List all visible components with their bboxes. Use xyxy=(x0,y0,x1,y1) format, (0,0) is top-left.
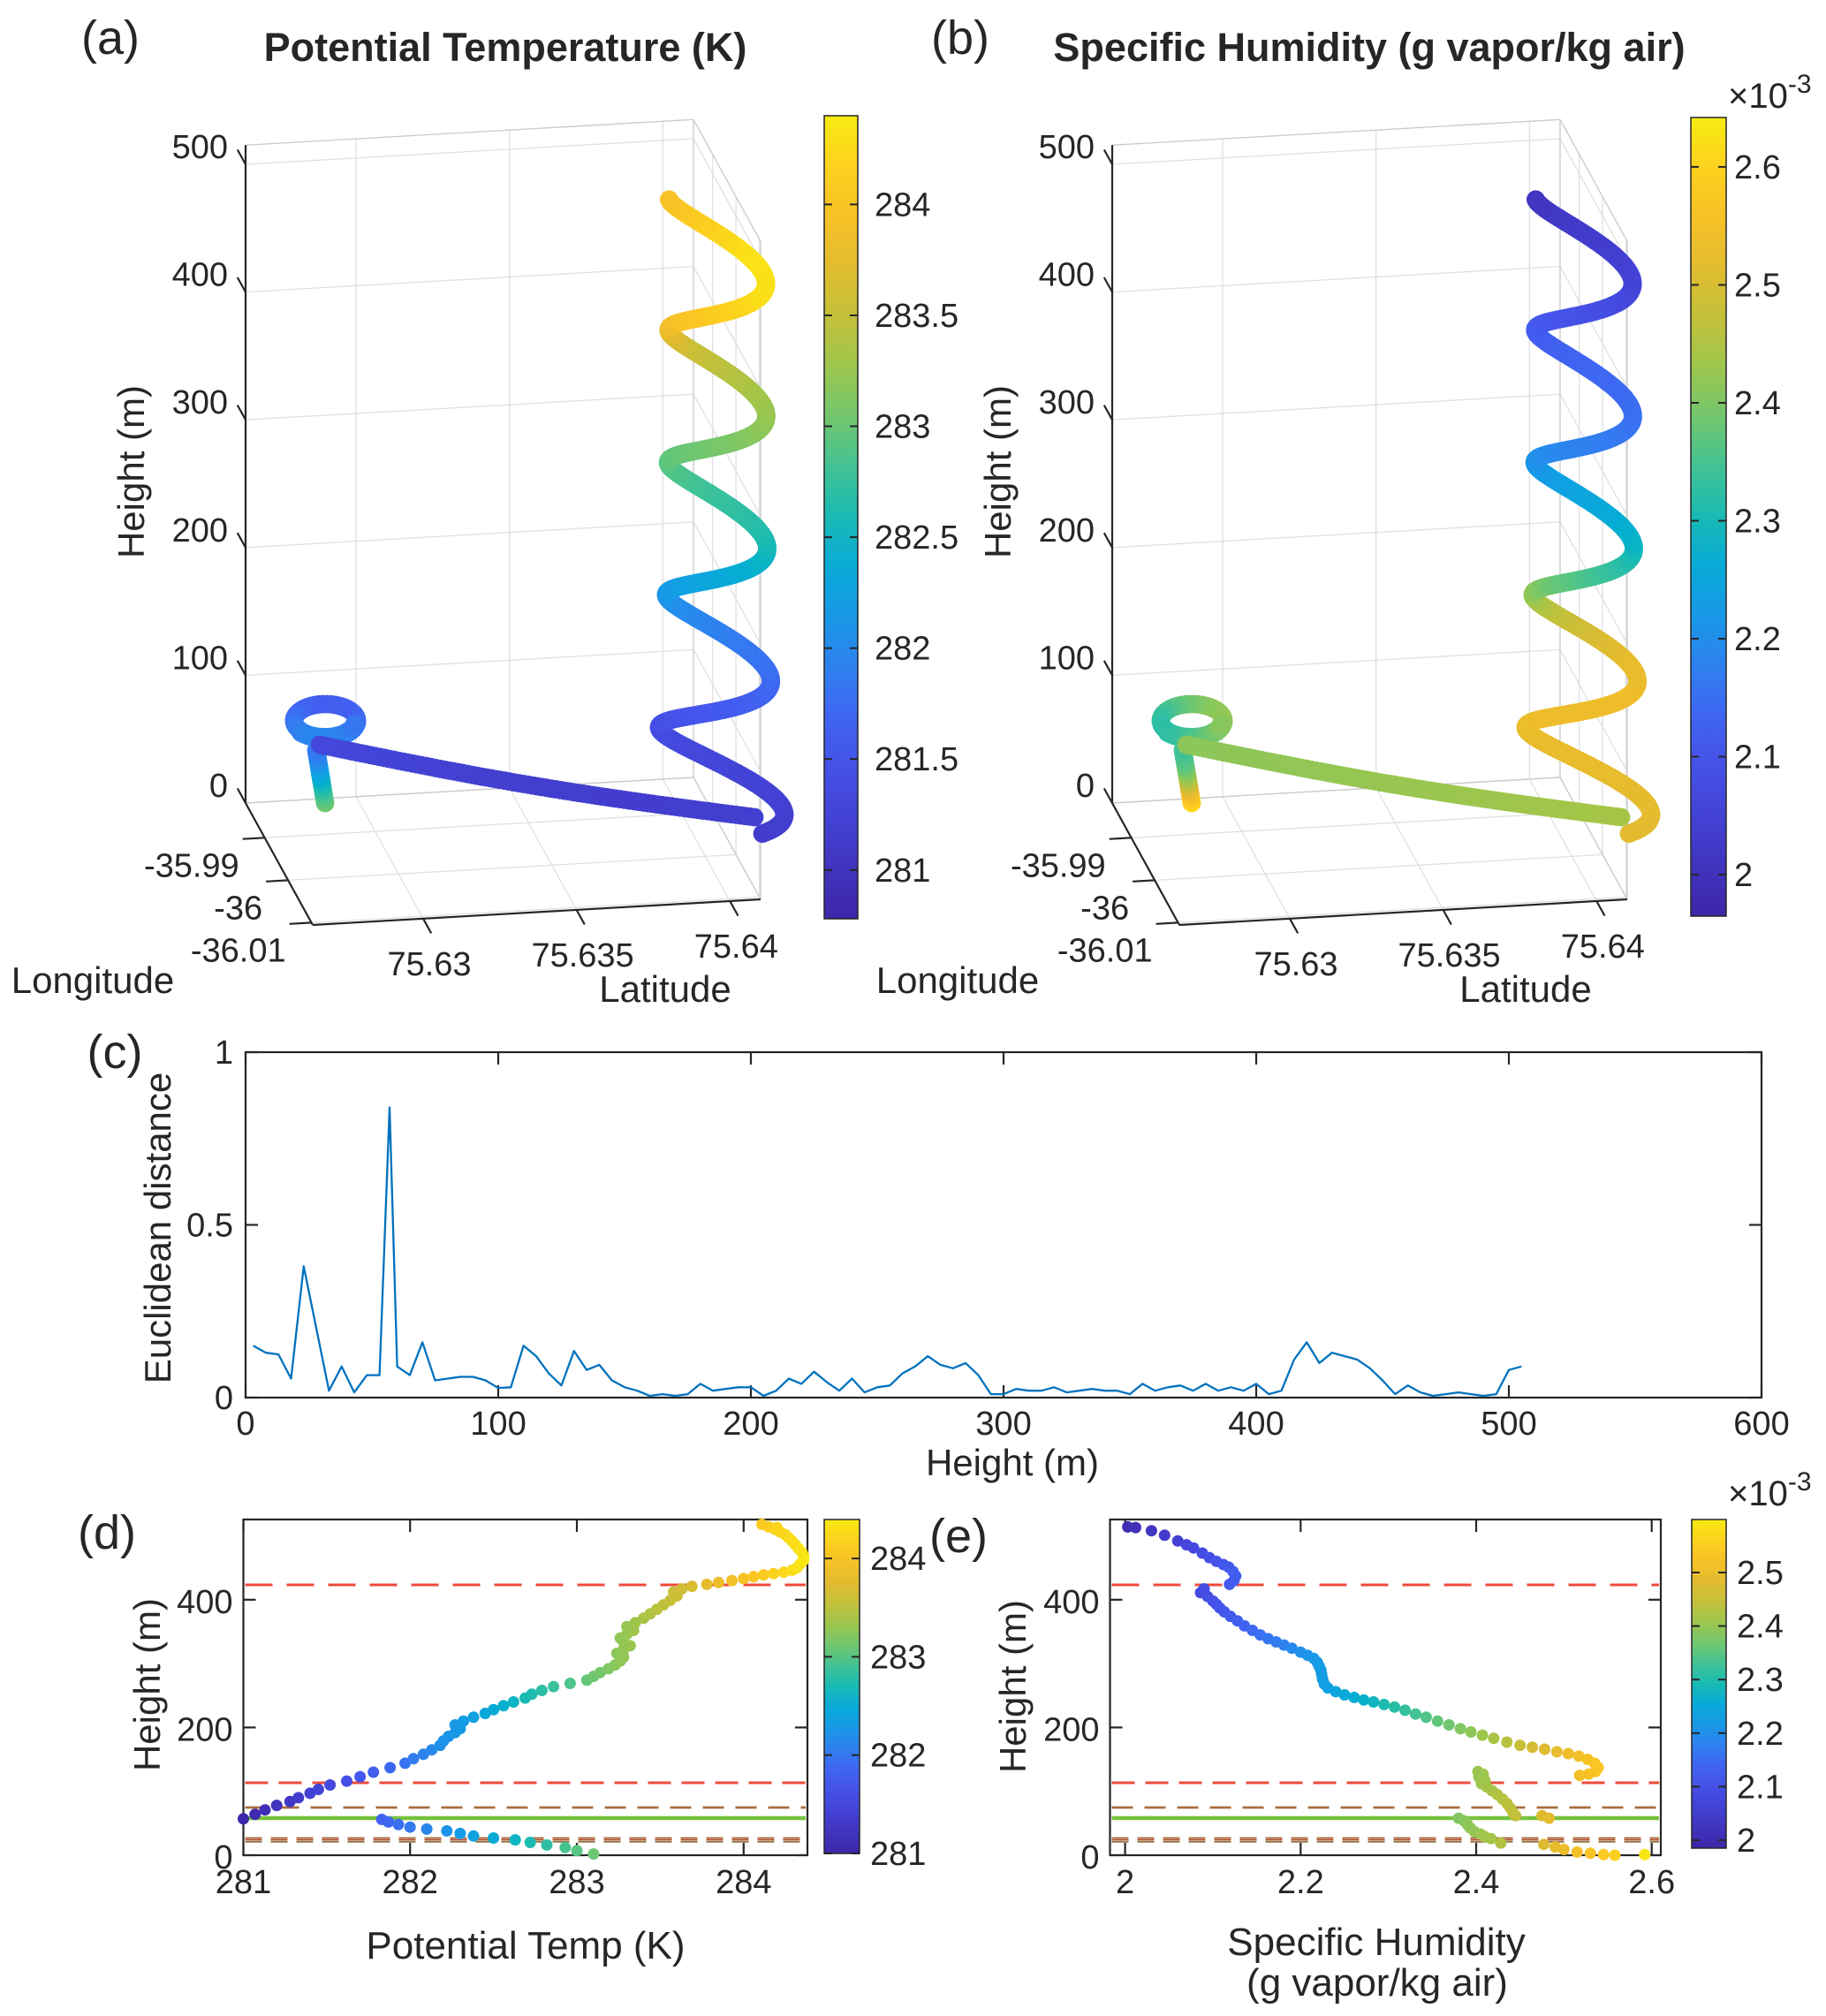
svg-text:284: 284 xyxy=(716,1864,771,1901)
svg-text:2.1: 2.1 xyxy=(1737,1769,1784,1806)
svg-text:75.64: 75.64 xyxy=(1561,928,1645,966)
svg-text:2.5: 2.5 xyxy=(1734,268,1781,305)
svg-text:Longitude: Longitude xyxy=(11,959,175,1001)
svg-text:-36: -36 xyxy=(1080,890,1129,927)
svg-text:2.5: 2.5 xyxy=(1737,1555,1784,1592)
svg-text:(d): (d) xyxy=(78,1506,136,1559)
svg-text:0: 0 xyxy=(1080,1839,1099,1876)
svg-text:283: 283 xyxy=(875,409,930,446)
svg-text:Longitude: Longitude xyxy=(876,959,1040,1001)
svg-text:2.1: 2.1 xyxy=(1734,739,1781,777)
svg-text:0: 0 xyxy=(214,1839,232,1876)
svg-text:2.2: 2.2 xyxy=(1734,621,1781,658)
svg-text:×10-3: ×10-3 xyxy=(1728,1467,1812,1513)
svg-text:281: 281 xyxy=(875,853,930,890)
svg-text:2.6: 2.6 xyxy=(1734,149,1781,186)
svg-text:2: 2 xyxy=(1734,857,1753,894)
svg-text:100: 100 xyxy=(470,1406,526,1443)
svg-text:Specific Humidity: Specific Humidity xyxy=(1227,1921,1525,1964)
svg-text:200: 200 xyxy=(1039,512,1095,549)
svg-text:(g vapor/kg air): (g vapor/kg air) xyxy=(1246,1961,1508,2005)
svg-text:200: 200 xyxy=(177,1711,232,1748)
svg-text:1: 1 xyxy=(215,1035,233,1072)
svg-text:300: 300 xyxy=(1039,384,1095,421)
svg-text:-35.99: -35.99 xyxy=(1011,847,1106,884)
svg-text:283.5: 283.5 xyxy=(875,298,958,335)
svg-text:Height (m): Height (m) xyxy=(110,385,152,558)
svg-text:282.5: 282.5 xyxy=(875,519,958,557)
svg-text:281: 281 xyxy=(870,1836,926,1873)
svg-text:Height (m): Height (m) xyxy=(992,1600,1034,1773)
svg-text:400: 400 xyxy=(172,257,228,294)
svg-text:200: 200 xyxy=(172,512,228,549)
svg-text:283: 283 xyxy=(870,1639,926,1676)
svg-text:-36.01: -36.01 xyxy=(191,932,286,969)
svg-text:200: 200 xyxy=(723,1406,778,1443)
svg-text:284: 284 xyxy=(875,186,930,224)
svg-text:-36: -36 xyxy=(214,890,262,927)
svg-text:282: 282 xyxy=(875,631,930,668)
svg-text:281.5: 281.5 xyxy=(875,741,958,778)
svg-text:Height (m): Height (m) xyxy=(926,1442,1099,1483)
svg-text:2: 2 xyxy=(1116,1864,1134,1901)
svg-text:75.635: 75.635 xyxy=(531,937,633,974)
svg-text:75.635: 75.635 xyxy=(1398,937,1500,974)
svg-text:2.4: 2.4 xyxy=(1734,385,1781,422)
svg-text:200: 200 xyxy=(1043,1711,1099,1748)
svg-text:0: 0 xyxy=(1076,768,1095,805)
svg-text:100: 100 xyxy=(172,640,228,677)
svg-text:75.63: 75.63 xyxy=(1254,946,1337,983)
svg-text:-36.01: -36.01 xyxy=(1057,932,1153,969)
svg-text:500: 500 xyxy=(1481,1406,1536,1443)
svg-text:(e): (e) xyxy=(929,1510,988,1563)
svg-text:2.6: 2.6 xyxy=(1628,1864,1675,1901)
svg-text:400: 400 xyxy=(177,1584,232,1621)
svg-text:0: 0 xyxy=(215,1380,233,1417)
svg-text:Specific Humidity (g vapor/kg: Specific Humidity (g vapor/kg air) xyxy=(1053,25,1685,70)
svg-text:284: 284 xyxy=(870,1541,926,1578)
svg-text:100: 100 xyxy=(1039,640,1095,677)
svg-text:283: 283 xyxy=(549,1864,604,1901)
svg-text:Latitude: Latitude xyxy=(599,968,731,1010)
svg-text:300: 300 xyxy=(172,384,228,421)
svg-text:Height (m): Height (m) xyxy=(977,385,1019,558)
svg-text:0: 0 xyxy=(209,768,228,805)
svg-text:(a): (a) xyxy=(81,11,140,64)
svg-text:Latitude: Latitude xyxy=(1459,968,1591,1010)
svg-text:2: 2 xyxy=(1737,1823,1755,1860)
svg-text:2.3: 2.3 xyxy=(1734,504,1781,541)
svg-text:Potential Temperature (K): Potential Temperature (K) xyxy=(264,25,747,70)
svg-text:282: 282 xyxy=(870,1738,926,1775)
svg-text:400: 400 xyxy=(1039,257,1095,294)
svg-text:2.4: 2.4 xyxy=(1453,1864,1500,1901)
svg-text:600: 600 xyxy=(1733,1406,1789,1443)
svg-text:400: 400 xyxy=(1228,1406,1284,1443)
svg-text:2.3: 2.3 xyxy=(1737,1662,1784,1699)
svg-text:2.2: 2.2 xyxy=(1737,1716,1784,1753)
svg-text:-35.99: -35.99 xyxy=(144,847,239,884)
svg-text:400: 400 xyxy=(1043,1584,1099,1621)
svg-text:2.4: 2.4 xyxy=(1737,1609,1784,1646)
svg-text:75.63: 75.63 xyxy=(387,946,471,983)
svg-text:282: 282 xyxy=(382,1864,437,1901)
svg-text:281: 281 xyxy=(216,1864,271,1901)
svg-text:500: 500 xyxy=(1039,129,1095,166)
svg-text:0.5: 0.5 xyxy=(186,1208,233,1245)
svg-text:Euclidean distance: Euclidean distance xyxy=(137,1072,178,1384)
svg-text:500: 500 xyxy=(172,129,228,166)
svg-text:Height (m): Height (m) xyxy=(126,1598,168,1771)
svg-text:300: 300 xyxy=(975,1406,1031,1443)
svg-text:(b): (b) xyxy=(931,11,989,64)
svg-text:2.2: 2.2 xyxy=(1277,1864,1324,1901)
svg-text:(c): (c) xyxy=(87,1026,143,1079)
svg-text:75.64: 75.64 xyxy=(694,928,778,966)
svg-text:Potential Temp (K): Potential Temp (K) xyxy=(366,1924,685,1967)
svg-text:0: 0 xyxy=(236,1406,254,1443)
